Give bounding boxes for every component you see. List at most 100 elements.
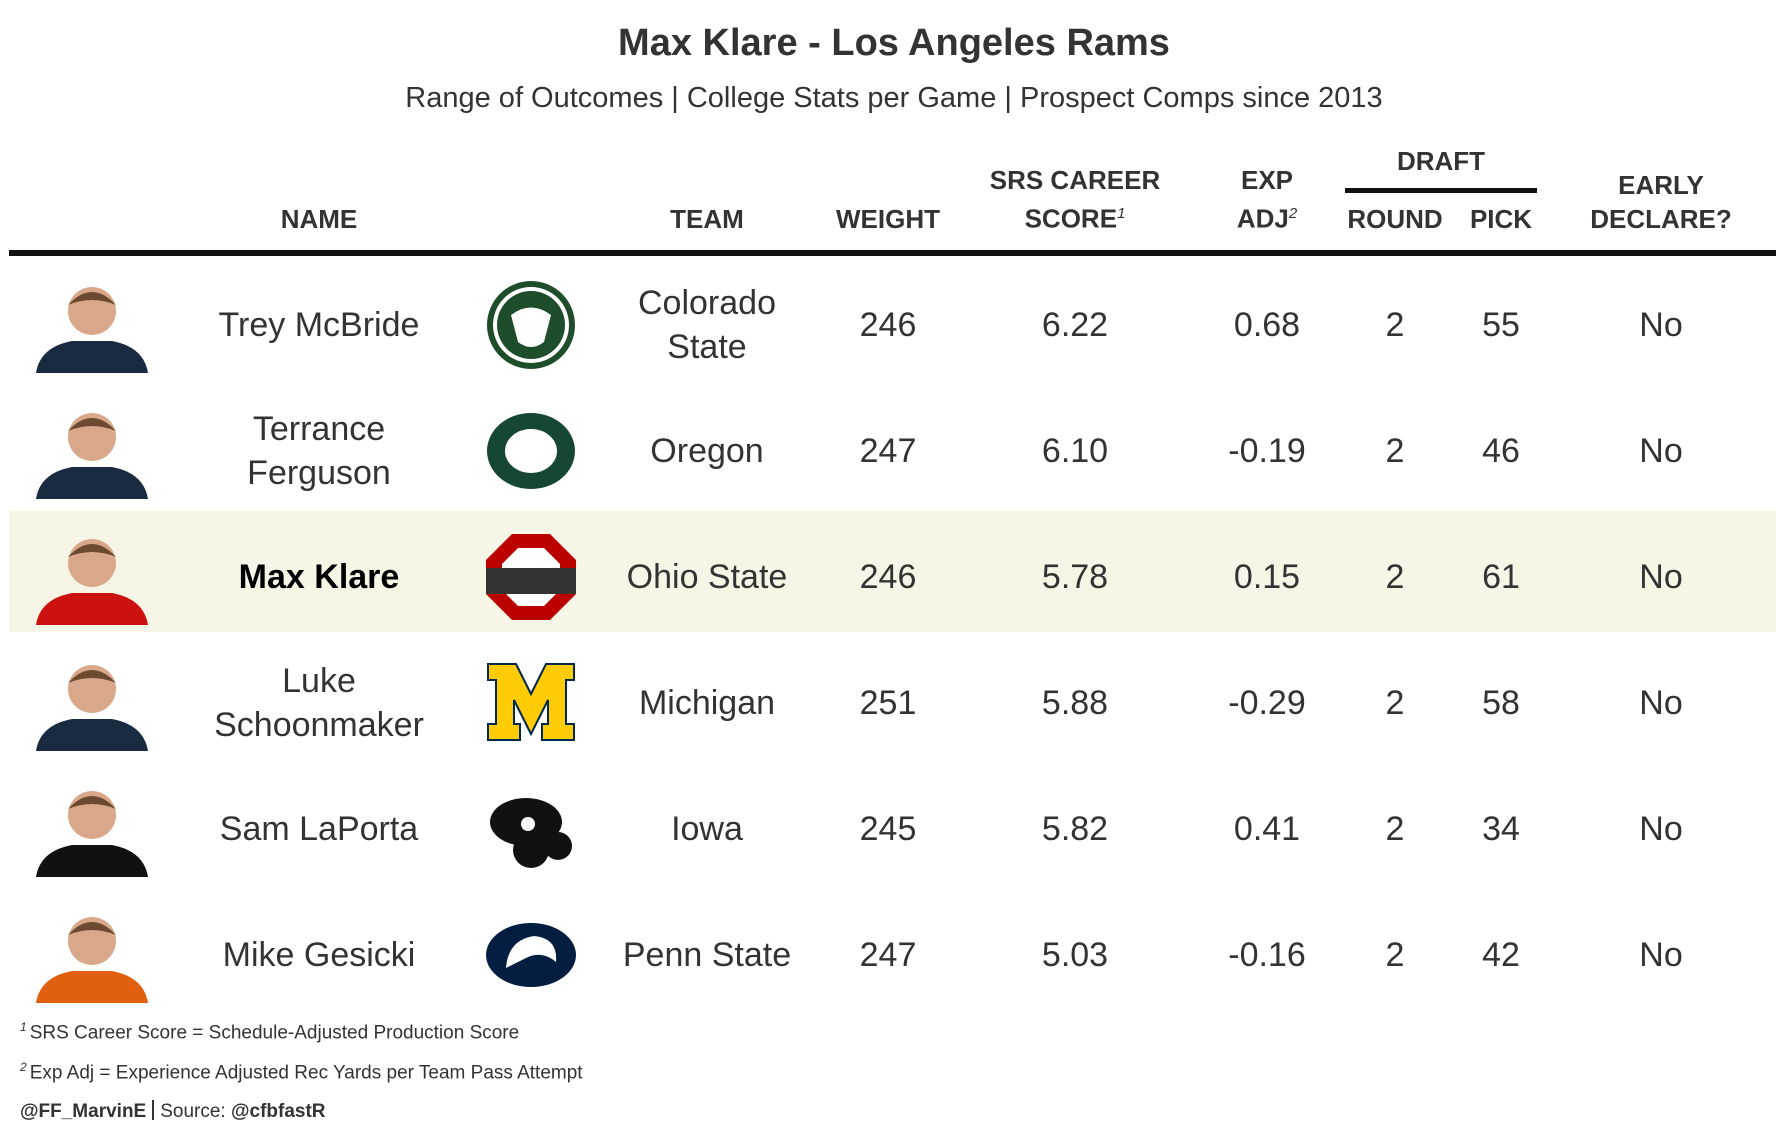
team-logo [486, 658, 576, 748]
photo-silhouette [36, 917, 148, 1003]
credit-author: @FF_MarvinE [20, 1101, 147, 1122]
table-cell: -0.16 [1228, 936, 1306, 974]
table-cell: No [1639, 684, 1683, 722]
table-cell: No [1639, 306, 1683, 344]
table-cell: 5.82 [1041, 810, 1109, 848]
logo-shape [487, 663, 575, 741]
table-cell: 2 [1385, 684, 1405, 722]
table-cell: Oregon [650, 432, 764, 470]
credit-source: @cfbfastR [230, 1101, 326, 1122]
table-cell: -0.19 [1228, 432, 1306, 470]
photo-silhouette [36, 791, 148, 877]
column-label: EARLY DECLARE? [1590, 170, 1732, 234]
row-highlight [9, 511, 1776, 632]
column-label: SRS CAREER SCORE [989, 165, 1161, 234]
column-header: WEIGHT [823, 202, 953, 236]
table-cell: Sam LaPorta [219, 810, 419, 848]
table-cell: 5.03 [1041, 936, 1109, 974]
column-label: TEAM [670, 204, 744, 234]
team-logo [486, 406, 576, 496]
team-logo [486, 532, 576, 622]
table-cell: 46 [1482, 432, 1520, 470]
table-cell: 247 [859, 432, 917, 470]
column-header: NAME [189, 202, 449, 236]
column-header: TEAM [607, 202, 807, 236]
credit: @FF_MarvinE Source: @cfbfastR [20, 1100, 326, 1123]
table-cell: 5.88 [1041, 684, 1109, 722]
credit-source-label: Source: [160, 1101, 226, 1122]
footnote: 1 SRS Career Score = Schedule-Adjusted Pr… [20, 1020, 519, 1044]
table-cell: 58 [1482, 684, 1520, 722]
table-cell: 2 [1385, 306, 1405, 344]
table-cell: Max Klare [238, 558, 400, 596]
column-header: SRS CAREER SCORE1 [970, 163, 1180, 236]
table-cell: 247 [859, 936, 917, 974]
team-logo [486, 910, 576, 1000]
column-header: EARLY DECLARE? [1561, 168, 1761, 236]
table-cell: Ohio State [626, 558, 788, 596]
column-header: EXP ADJ2 [1220, 163, 1315, 236]
logo-shape [487, 413, 575, 489]
player-photo [32, 655, 152, 751]
table-cell: 0.68 [1233, 306, 1301, 344]
table-cell: Luke Schoonmaker [214, 662, 424, 744]
table-cell: No [1639, 810, 1683, 848]
table-cell: 251 [859, 684, 917, 722]
group-header: DRAFT [1396, 146, 1486, 176]
table-cell: -0.29 [1228, 684, 1306, 722]
separator [152, 1100, 155, 1120]
table-cell: Colorado State [638, 284, 776, 366]
header-rule [9, 250, 1776, 256]
table-cell: 0.15 [1233, 558, 1301, 596]
photo-silhouette [36, 413, 148, 499]
player-photo [32, 907, 152, 1003]
player-photo [32, 781, 152, 877]
draft-group-rule [1345, 188, 1537, 193]
table-cell: No [1639, 432, 1683, 470]
table-cell: Michigan [638, 684, 776, 722]
player-photo [32, 403, 152, 499]
photo-silhouette [36, 665, 148, 751]
table-cell: Penn State [622, 936, 792, 974]
column-label: WEIGHT [836, 204, 940, 234]
footnote-marker: 2 [1288, 205, 1298, 223]
table-cell: Mike Gesicki [222, 936, 416, 974]
table-cell: Terrance Ferguson [247, 410, 391, 492]
table-cell: 246 [859, 558, 917, 596]
column-label: NAME [280, 204, 358, 234]
subtitle: Range of Outcomes | College Stats per Ga… [405, 82, 1383, 114]
photo-silhouette [36, 287, 148, 373]
footnote-marker: 1 [1117, 205, 1126, 223]
logo-shape [486, 923, 576, 987]
table-cell: 2 [1385, 558, 1405, 596]
table-cell: No [1639, 936, 1683, 974]
title: Max Klare - Los Angeles Rams [618, 22, 1170, 64]
table-cell: 2 [1385, 810, 1405, 848]
column-header: ROUND [1340, 202, 1450, 236]
table-cell: No [1639, 558, 1683, 596]
player-photo [32, 277, 152, 373]
column-label: PICK [1469, 204, 1533, 234]
table-cell: 6.10 [1041, 432, 1109, 470]
table-cell: Iowa [671, 810, 743, 848]
column-label: ROUND [1347, 204, 1443, 234]
table-cell: 2 [1385, 936, 1405, 974]
table-cell: 61 [1482, 558, 1520, 596]
table-cell: Trey McBride [218, 306, 420, 344]
footnote-marker: 1 [20, 1020, 27, 1034]
column-header: PICK [1456, 202, 1546, 236]
table-cell: 5.78 [1041, 558, 1109, 596]
column-label: EXP ADJ [1236, 165, 1294, 234]
logo-shape [490, 798, 572, 868]
table-cell: 0.41 [1233, 810, 1301, 848]
photo-silhouette [36, 539, 148, 625]
footnote-marker: 2 [20, 1060, 27, 1074]
player-photo [32, 529, 152, 625]
team-logo [486, 280, 576, 370]
footnote-text: Exp Adj = Experience Adjusted Rec Yards … [29, 1062, 583, 1084]
table-cell: 2 [1385, 432, 1405, 470]
table-cell: 42 [1482, 936, 1520, 974]
logo-shape [486, 534, 576, 620]
table-cell: 55 [1482, 306, 1520, 344]
